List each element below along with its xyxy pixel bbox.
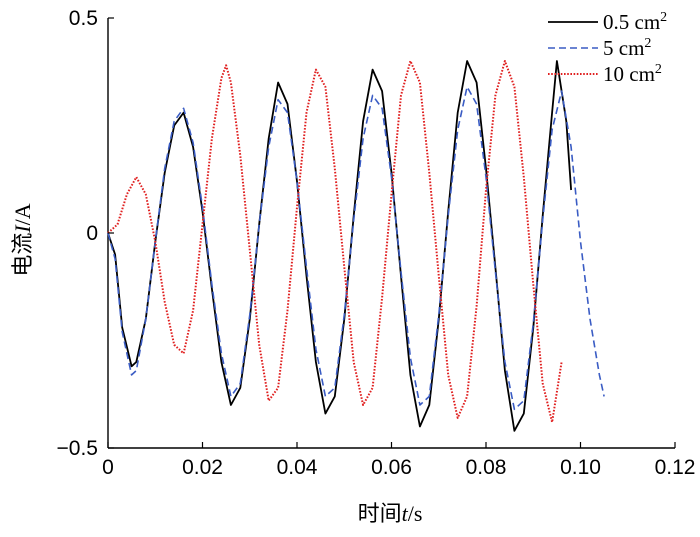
y-axis-title-text: 电流 (11, 233, 36, 277)
x-tick-label: 0.04 (277, 456, 318, 479)
x-axis-title-text: 时间 (358, 502, 402, 527)
x-axis-unit: /s (408, 501, 423, 526)
y-tick-label: 0 (86, 222, 98, 245)
x-tick-label: 0.02 (182, 456, 223, 479)
series-layer (107, 60, 605, 432)
y-tick-label: 0.5 (69, 7, 98, 30)
x-axis-variable: t (402, 501, 409, 526)
x-axis-title: 时间t/s (358, 501, 423, 527)
legend-label-1: 0.5 cm2 (603, 10, 667, 34)
x-tick-label: 0.08 (466, 456, 507, 479)
y-axis-title: 电流I/A (10, 203, 36, 276)
y-axis-unit: /A (10, 203, 35, 225)
x-tick-label: 0.12 (655, 456, 696, 479)
x-tick-label: 0 (102, 456, 114, 479)
x-tick-label: 0.10 (560, 456, 601, 479)
x-tick-label: 0.06 (371, 456, 412, 479)
series-line-2 (107, 86, 605, 411)
series-line-3 (107, 60, 563, 424)
y-axis-variable: I (10, 224, 35, 234)
plot-area (107, 18, 675, 449)
y-tick-label: −0.5 (57, 437, 98, 460)
legend-label-2: 5 cm2 (603, 36, 651, 60)
axis-ticks: 0 0.02 0.04 0.06 0.08 0.10 0.12−0.500.5 (57, 7, 696, 479)
legend-label-3: 10 cm2 (603, 62, 662, 86)
